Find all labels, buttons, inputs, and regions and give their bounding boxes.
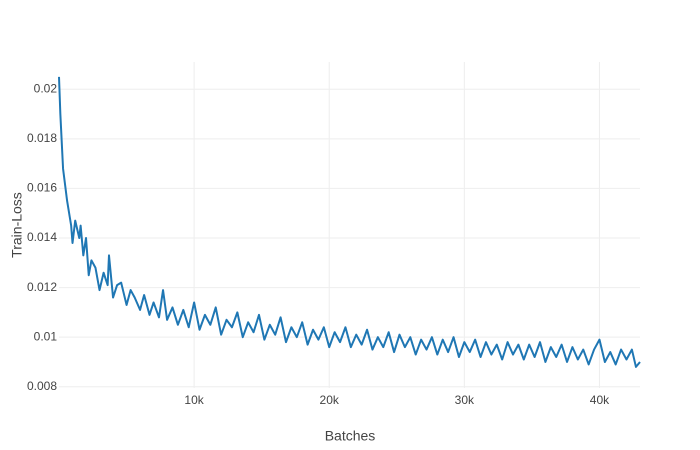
y-tick-label: 0.014 <box>27 230 57 244</box>
x-axis-title: Batches <box>325 428 376 444</box>
y-tick-label: 0.008 <box>27 379 57 393</box>
y-axis-title: Train-Loss <box>9 192 25 258</box>
y-tick-label: 0.012 <box>27 280 57 294</box>
x-tick-label: 40k <box>590 393 610 407</box>
x-tick-label: 10k <box>184 393 204 407</box>
y-tick-label: 0.016 <box>27 181 57 195</box>
y-tick-label: 0.01 <box>34 329 58 343</box>
y-tick-label: 0.02 <box>34 81 58 95</box>
x-tick-label: 30k <box>455 393 475 407</box>
x-tick-label: 20k <box>320 393 340 407</box>
y-tick-label: 0.018 <box>27 131 57 145</box>
line <box>58 76 641 368</box>
